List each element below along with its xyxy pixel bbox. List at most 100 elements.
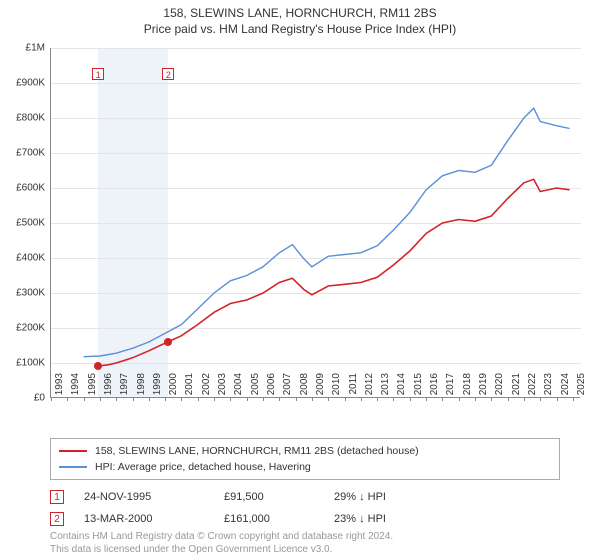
x-axis-label: 2015 — [413, 373, 424, 403]
legend-swatch — [59, 466, 87, 468]
x-axis-label: 2018 — [462, 373, 473, 403]
x-axis-label: 2022 — [527, 373, 538, 403]
x-axis-label: 2005 — [250, 373, 261, 403]
x-axis-label: 1998 — [136, 373, 147, 403]
footer-line: Contains HM Land Registry data © Crown c… — [50, 530, 580, 543]
x-tick — [100, 397, 101, 401]
chart-legend: 158, SLEWINS LANE, HORNCHURCH, RM11 2BS … — [50, 438, 560, 480]
sale-price: £161,000 — [224, 513, 334, 525]
x-tick — [149, 397, 150, 401]
legend-label: HPI: Average price, detached house, Have… — [95, 461, 311, 473]
x-tick — [263, 397, 264, 401]
sale-marker-box: 2 — [50, 512, 64, 526]
x-axis-label: 2003 — [217, 373, 228, 403]
sale-dot-1 — [94, 362, 102, 370]
x-axis-label: 1997 — [119, 373, 130, 403]
x-axis-label: 1994 — [70, 373, 81, 403]
y-axis-label: £0 — [0, 393, 45, 404]
x-tick — [328, 397, 329, 401]
x-axis-label: 2004 — [233, 373, 244, 403]
x-tick — [133, 397, 134, 401]
x-tick — [345, 397, 346, 401]
x-axis-label: 2021 — [511, 373, 522, 403]
sale-vs-hpi: 23% ↓ HPI — [334, 513, 434, 525]
x-axis-label: 1995 — [87, 373, 98, 403]
x-axis-label: 2020 — [494, 373, 505, 403]
x-tick — [198, 397, 199, 401]
chart-title-address: 158, SLEWINS LANE, HORNCHURCH, RM11 2BS — [0, 0, 600, 20]
y-axis-label: £500K — [0, 218, 45, 229]
x-tick — [459, 397, 460, 401]
x-axis-label: 2025 — [576, 373, 587, 403]
footer-line: This data is licensed under the Open Gov… — [50, 543, 580, 556]
x-tick — [557, 397, 558, 401]
sale-marker-1: 1 — [92, 68, 104, 80]
x-axis-label: 1996 — [103, 373, 114, 403]
plot-frame: £0£100K£200K£300K£400K£500K£600K£700K£80… — [50, 48, 580, 398]
y-axis-label: £300K — [0, 288, 45, 299]
x-axis-label: 2023 — [543, 373, 554, 403]
x-tick — [181, 397, 182, 401]
x-tick — [67, 397, 68, 401]
legend-item: 158, SLEWINS LANE, HORNCHURCH, RM11 2BS … — [59, 443, 551, 459]
y-axis-label: £600K — [0, 183, 45, 194]
sale-date: 13-MAR-2000 — [84, 513, 224, 525]
y-axis-label: £400K — [0, 253, 45, 264]
x-tick — [51, 397, 52, 401]
x-tick — [230, 397, 231, 401]
x-tick — [393, 397, 394, 401]
x-tick — [279, 397, 280, 401]
chart-title-subtitle: Price paid vs. HM Land Registry's House … — [0, 20, 600, 40]
sale-marker-2: 2 — [162, 68, 174, 80]
x-axis-label: 2014 — [396, 373, 407, 403]
x-axis-label: 2016 — [429, 373, 440, 403]
x-tick — [296, 397, 297, 401]
sale-marker-box: 1 — [50, 490, 64, 504]
sale-price: £91,500 — [224, 491, 334, 503]
sales-table: 1 24-NOV-1995 £91,500 29% ↓ HPI 2 13-MAR… — [50, 486, 580, 530]
sale-date: 24-NOV-1995 — [84, 491, 224, 503]
legend-label: 158, SLEWINS LANE, HORNCHURCH, RM11 2BS … — [95, 445, 419, 457]
y-axis-label: £800K — [0, 113, 45, 124]
x-axis-label: 2000 — [168, 373, 179, 403]
x-tick — [508, 397, 509, 401]
y-axis-label: £900K — [0, 78, 45, 89]
x-tick — [116, 397, 117, 401]
x-tick — [442, 397, 443, 401]
x-axis-label: 2010 — [331, 373, 342, 403]
x-axis-label: 2002 — [201, 373, 212, 403]
x-tick — [540, 397, 541, 401]
y-axis-label: £1M — [0, 43, 45, 54]
x-axis-label: 1999 — [152, 373, 163, 403]
sale-vs-hpi: 29% ↓ HPI — [334, 491, 434, 503]
x-tick — [475, 397, 476, 401]
x-tick — [410, 397, 411, 401]
x-tick — [361, 397, 362, 401]
y-axis-label: £100K — [0, 358, 45, 369]
series-hpi — [84, 108, 570, 357]
x-axis-label: 1993 — [54, 373, 65, 403]
x-axis-label: 2008 — [299, 373, 310, 403]
x-axis-label: 2007 — [282, 373, 293, 403]
x-axis-label: 2009 — [315, 373, 326, 403]
x-axis-label: 2019 — [478, 373, 489, 403]
x-tick — [84, 397, 85, 401]
x-axis-label: 2001 — [184, 373, 195, 403]
sale-row: 2 13-MAR-2000 £161,000 23% ↓ HPI — [50, 508, 580, 530]
y-axis-label: £700K — [0, 148, 45, 159]
legend-swatch — [59, 450, 87, 452]
x-axis-label: 2006 — [266, 373, 277, 403]
x-tick — [214, 397, 215, 401]
x-axis-label: 2024 — [560, 373, 571, 403]
x-axis-label: 2011 — [348, 373, 359, 403]
x-axis-label: 2017 — [445, 373, 456, 403]
legend-item: HPI: Average price, detached house, Have… — [59, 459, 551, 475]
y-axis-label: £200K — [0, 323, 45, 334]
chart-lines-svg — [51, 48, 581, 398]
x-tick — [247, 397, 248, 401]
x-tick — [426, 397, 427, 401]
x-axis-label: 2012 — [364, 373, 375, 403]
chart-plot-area: £0£100K£200K£300K£400K£500K£600K£700K£80… — [50, 48, 580, 398]
footer-attribution: Contains HM Land Registry data © Crown c… — [50, 530, 580, 556]
x-axis-label: 2013 — [380, 373, 391, 403]
